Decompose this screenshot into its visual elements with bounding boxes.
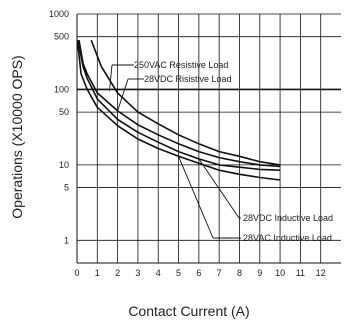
annotation-label-4: 28VAC Inductive Load: [243, 233, 332, 243]
x-tick-label-12: 12: [316, 268, 326, 278]
y-tick-label-50: 50: [59, 107, 69, 117]
x-tick-label-9: 9: [257, 268, 262, 278]
x-tick-label-0: 0: [74, 268, 79, 278]
y-tick-label-1000: 1000: [49, 9, 69, 19]
series-line-2: [78, 40, 281, 168]
y-tick-label-10: 10: [59, 160, 69, 170]
x-tick-label-10: 10: [275, 268, 285, 278]
x-tick-label-7: 7: [217, 268, 222, 278]
series-line-3: [77, 40, 281, 171]
series-lines: [76, 39, 281, 181]
annotations: 250VAC Resistive Load 28VDC Risistive Loa…: [109, 60, 333, 243]
x-tick-label-3: 3: [135, 268, 140, 278]
series-line-1: [90, 39, 281, 166]
y-tick-label-100: 100: [54, 84, 69, 94]
y-tick-label-5: 5: [64, 183, 69, 193]
x-tick-label-5: 5: [176, 268, 181, 278]
y-tick-label-1: 1: [64, 235, 69, 245]
x-tick-label-4: 4: [156, 268, 161, 278]
x-tick-label-6: 6: [196, 268, 201, 278]
y-tick-label-500: 500: [54, 32, 69, 42]
annotation-label-3: 28VDC Inductive Load: [243, 213, 333, 223]
x-tick-label-2: 2: [115, 268, 120, 278]
x-axis-label: Contact Current (A): [128, 303, 249, 319]
annotation-leader-4-2: [178, 156, 214, 239]
series-line-4: [76, 40, 281, 181]
annotation-label-2: 28VDC Risistive Load: [144, 74, 232, 84]
y-axis-label: Operations (X10000 OPS): [9, 55, 25, 218]
annotation-label-1: 250VAC Resistive Load: [134, 60, 228, 70]
annotation-leader-3-2: [198, 158, 240, 219]
x-tick-label-11: 11: [296, 268, 305, 278]
annotation-leader-2-2: [117, 78, 129, 111]
x-tick-label-1: 1: [95, 268, 100, 278]
annotation-leader-1-2: [109, 64, 113, 92]
grid: [76, 13, 341, 264]
x-tick-label-8: 8: [237, 268, 242, 278]
